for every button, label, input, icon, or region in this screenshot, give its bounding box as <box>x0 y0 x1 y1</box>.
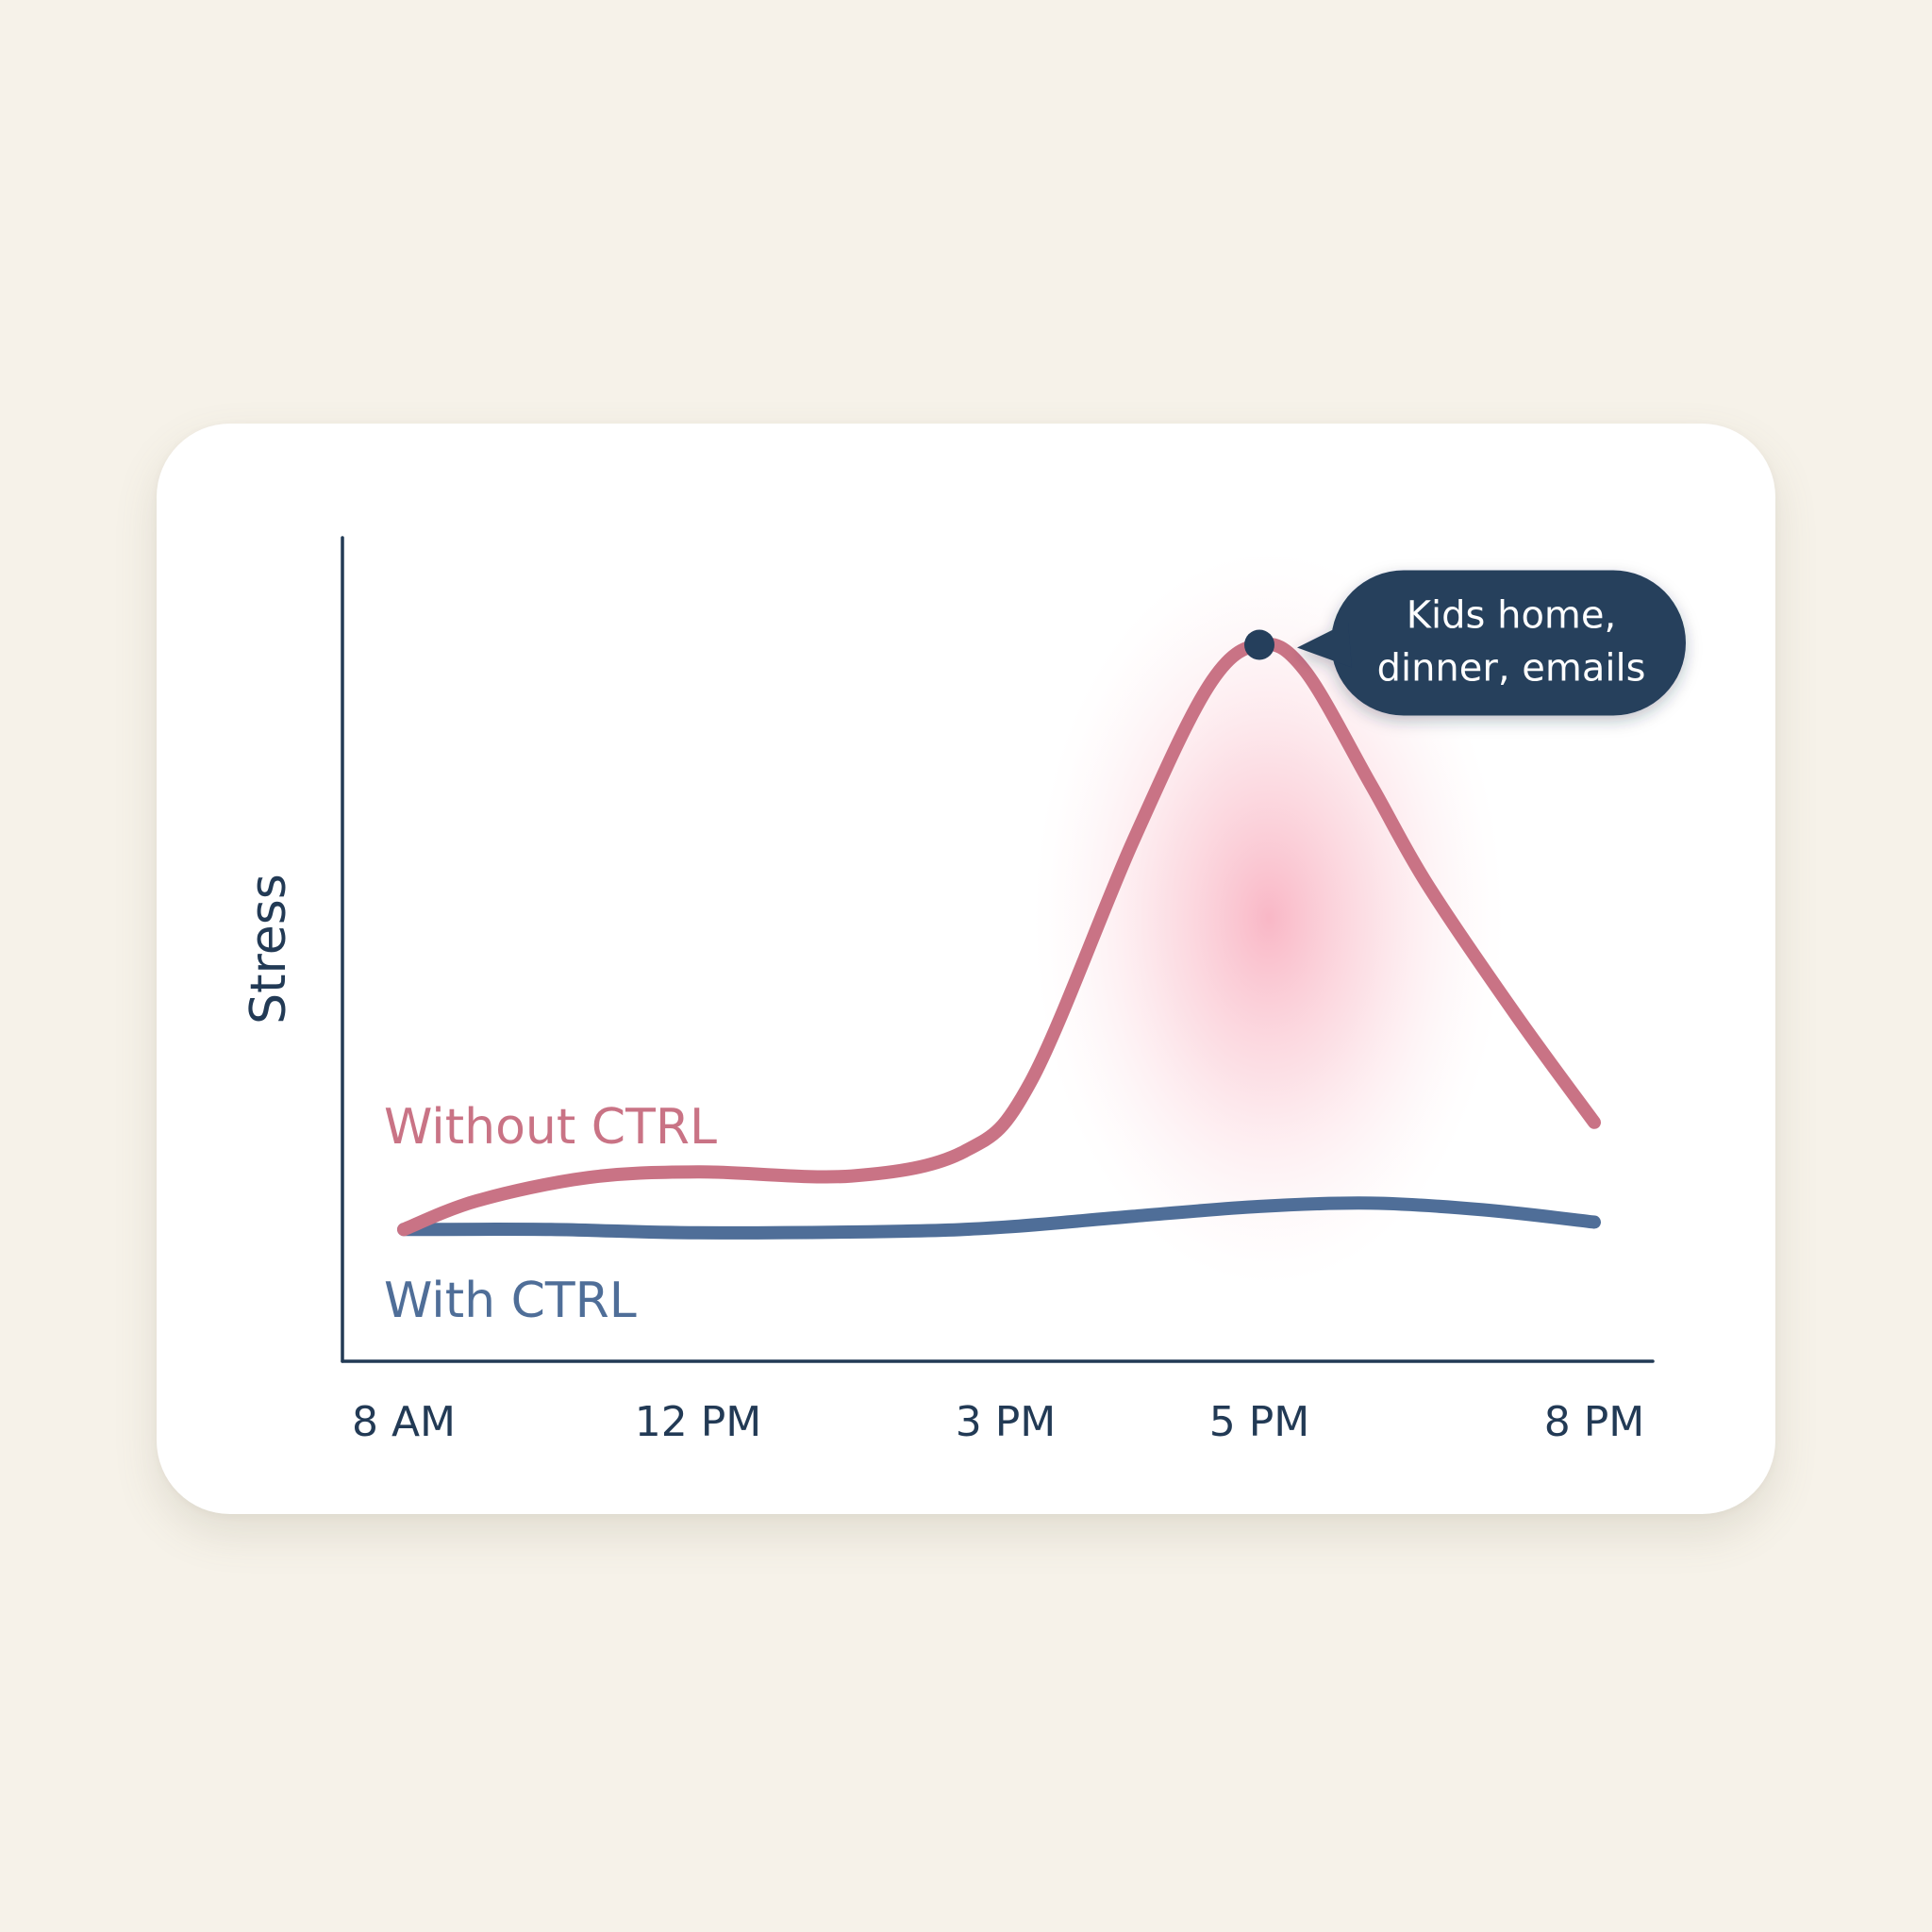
callout-text-line: dinner, emails <box>1377 646 1646 690</box>
series-label-without-ctrl: Without CTRL <box>384 1099 717 1156</box>
x-tick-label: 5 PM <box>1209 1398 1309 1446</box>
callout-bubble <box>1331 570 1686 716</box>
series-label-with-ctrl: With CTRL <box>384 1273 637 1329</box>
callout-text-line: Kids home, <box>1407 593 1616 637</box>
x-tick-label: 12 PM <box>635 1398 761 1446</box>
x-tick-label: 3 PM <box>956 1398 1056 1446</box>
peak-marker <box>1244 629 1274 660</box>
x-tick-label: 8 PM <box>1544 1398 1644 1446</box>
callout-pointer <box>1297 622 1352 668</box>
y-axis-label: Stress <box>241 874 297 1024</box>
x-tick-label: 8 AM <box>352 1398 456 1446</box>
stress-peak-glow <box>1033 550 1505 1287</box>
series-line-with-ctrl <box>397 1196 1601 1240</box>
series-line-without-ctrl <box>397 637 1601 1237</box>
peak-callout <box>1297 570 1686 716</box>
